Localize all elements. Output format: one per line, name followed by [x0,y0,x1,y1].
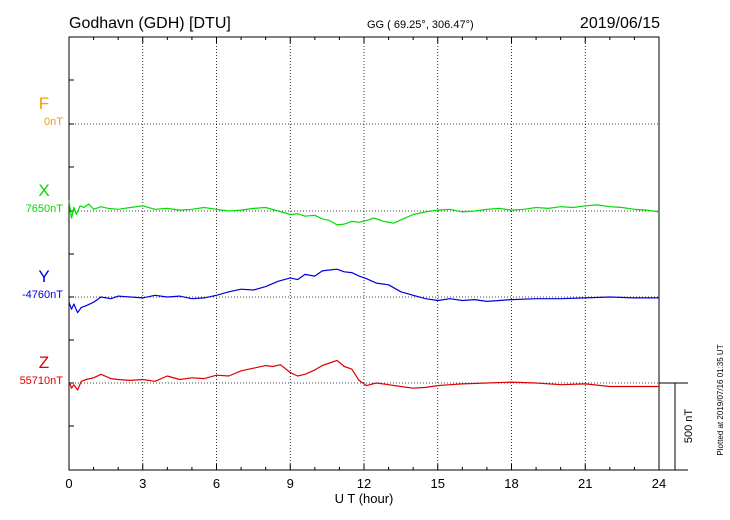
station-title: Godhavn (GDH) [DTU] [69,15,231,32]
scale-bar: 500 nT [659,382,695,471]
series-label-x: X [38,181,49,200]
series-line-x [68,200,660,226]
series-line-y [68,268,659,314]
x-tick-label: 6 [213,476,220,491]
x-tick-label: 3 [139,476,146,491]
series-baseline-y: -4760nT [22,289,63,301]
x-tick-label: 15 [431,476,445,491]
series-baseline-f: 0nT [44,116,63,128]
series-labels: F 0nT X 7650nT Y -4760nT Z 55710nT [20,94,64,387]
x-tick-label: 0 [65,476,72,491]
series-label-y: Y [38,267,49,286]
series-line-z [68,359,659,391]
coords-label: GG ( 69.25°, 306.47°) [367,19,474,31]
series-label-z: Z [39,353,49,372]
x-tick-label: 9 [287,476,294,491]
series-label-f: F [39,94,49,113]
x-tick-label: 18 [504,476,518,491]
x-tick-label: 21 [578,476,592,491]
plotted-note: Plotted at 2019/07/16 01:35 UT [716,344,725,455]
series-baseline-z: 55710nT [20,375,64,387]
x-tick-label: 12 [357,476,371,491]
date-label: 2019/06/15 [580,15,660,32]
x-tick-marks [68,36,660,471]
grid-lines [69,37,659,470]
scale-bar-label: 500 nT [683,409,695,444]
x-axis-label: U T (hour) [335,491,394,506]
x-tick-labels: 0 3 6 9 12 15 18 21 24 [65,476,666,491]
series-lines [68,200,660,391]
x-tick-label: 24 [652,476,666,491]
series-baseline-x: 7650nT [26,203,64,215]
